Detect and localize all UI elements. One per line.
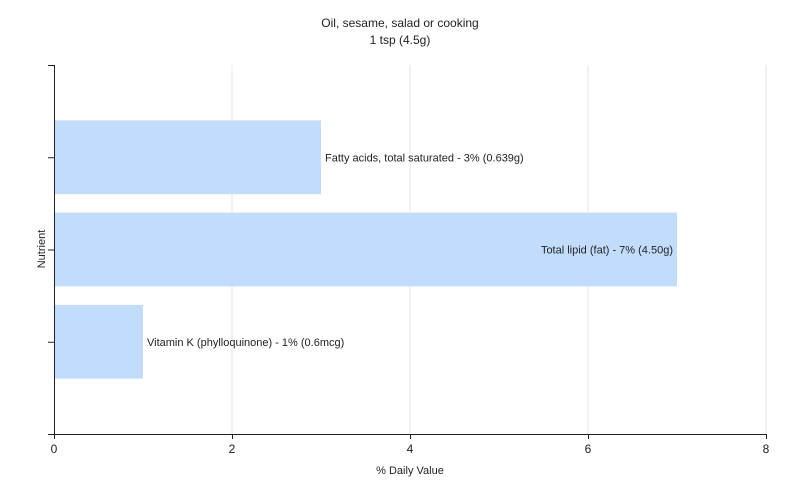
x-tick-label: 6 — [585, 442, 592, 456]
data-label: Fatty acids, total saturated - 3% (0.639… — [325, 152, 524, 164]
data-label: Vitamin K (phylloquinone) - 1% (0.6mcg) — [147, 337, 344, 349]
bar — [54, 212, 677, 287]
chart-title: Oil, sesame, salad or cooking — [321, 16, 479, 30]
bar — [54, 304, 143, 379]
data-label: Total lipid (fat) - 7% (4.50g) — [541, 245, 673, 257]
axes: 0 2 4 6 8 — [48, 65, 770, 456]
x-tick-label: 0 — [51, 442, 58, 456]
x-tick-label: 8 — [763, 442, 770, 456]
bars — [54, 120, 677, 379]
x-axis-label: % Daily Value — [376, 465, 444, 477]
x-tick-label: 4 — [407, 442, 414, 456]
y-axis-label: Nutrient — [36, 229, 48, 269]
data-labels: Fatty acids, total saturated - 3% (0.639… — [147, 152, 673, 349]
chart-subtitle: 1 tsp (4.5g) — [369, 33, 431, 47]
x-tick-label: 2 — [229, 442, 236, 456]
bar — [54, 120, 321, 195]
